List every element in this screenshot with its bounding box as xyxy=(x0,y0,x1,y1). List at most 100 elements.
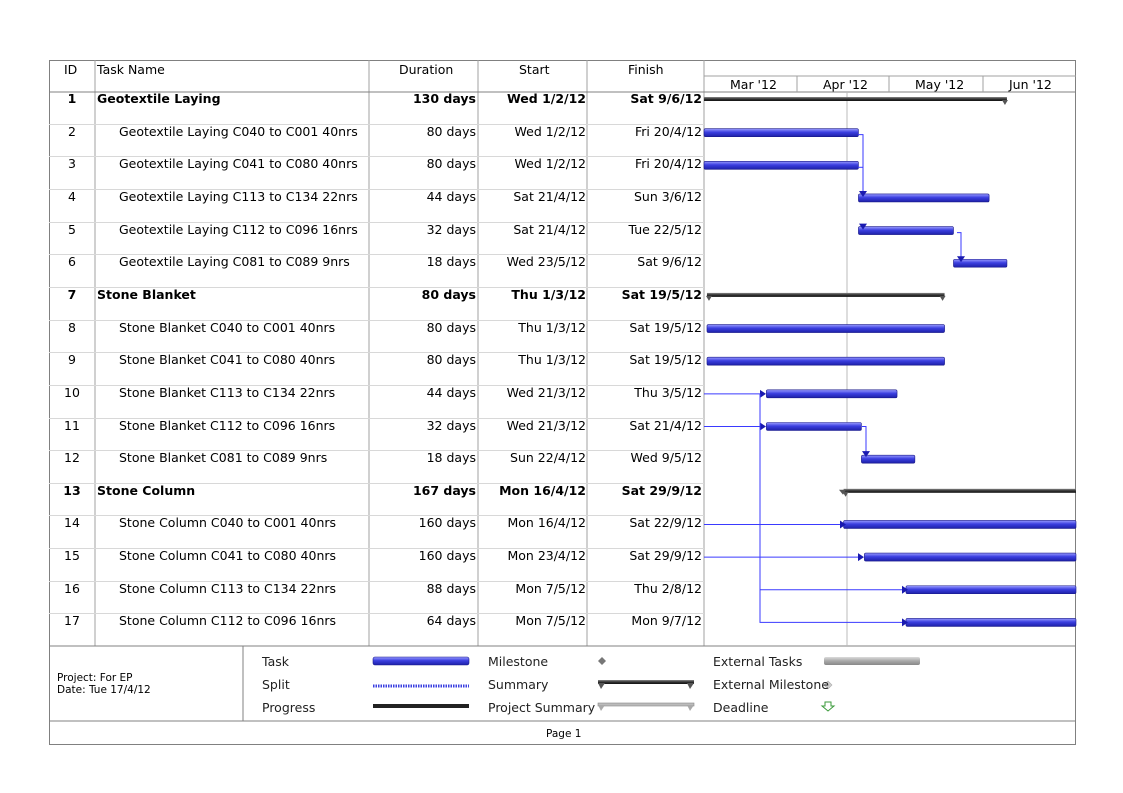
task-bar xyxy=(843,520,1077,529)
page-number: Page 1 xyxy=(546,728,582,740)
task-row[interactable]: 13 Stone Column 167 days Mon 16/4/12 Sat 29/… xyxy=(50,482,704,517)
task-id: 14 xyxy=(64,515,80,531)
task-id: 7 xyxy=(67,286,77,302)
task-name: Geotextile Laying C112 to C096 16nrs xyxy=(119,221,358,237)
legend-external-milestone-label: External Milestone xyxy=(713,677,829,692)
task-bar xyxy=(766,389,898,399)
summary-bar xyxy=(843,488,1076,493)
task-row[interactable]: 14 Stone Column C040 to C001 40nrs 160 day… xyxy=(50,516,704,549)
task-row[interactable]: 10 Stone Blanket C113 to C134 22nrs 44 day… xyxy=(50,384,704,419)
task-finish: Sat 29/9/12 xyxy=(629,548,702,564)
task-row[interactable]: 5 Geotextile Laying C112 to C096 16nrs 32 … xyxy=(50,221,704,256)
dependency-arrow xyxy=(760,422,766,431)
task-duration: 80 days xyxy=(421,286,476,302)
task-name: Geotextile Laying C040 to C001 40nrs xyxy=(119,123,358,139)
dependency-arrow xyxy=(902,618,908,627)
task-id: 9 xyxy=(68,352,76,368)
gantt-print-frame xyxy=(49,60,1076,745)
task-row[interactable]: 9 Stone Blanket C041 to C080 40nrs 80 days… xyxy=(50,353,704,386)
task-name: Stone Column C041 to C080 40nrs xyxy=(119,548,337,564)
task-finish: Sat 22/9/12 xyxy=(629,515,702,531)
legend-date: Date: Tue 17/4/12 xyxy=(57,684,151,696)
dependency-arrow xyxy=(859,190,867,197)
task-start: Wed 1/2/12 xyxy=(514,123,586,139)
task-row[interactable]: 8 Stone Blanket C040 to C001 40nrs 80 days… xyxy=(50,319,704,354)
task-name: Stone Blanket C112 to C096 16nrs xyxy=(119,417,336,433)
task-finish: Thu 2/8/12 xyxy=(634,580,702,596)
task-duration: 18 days xyxy=(426,254,476,270)
legend-split-label: Split xyxy=(262,677,290,692)
task-name: Geotextile Laying C113 to C134 22nrs xyxy=(119,188,358,204)
task-row[interactable]: 16 Stone Column C113 to C134 22nrs 88 days… xyxy=(50,580,704,615)
task-finish: Sat 21/4/12 xyxy=(629,417,702,433)
dependency-link xyxy=(957,232,962,260)
legend-deadline-label: Deadline xyxy=(713,700,769,715)
legend-summary-label: Summary xyxy=(488,677,549,692)
task-row[interactable]: 7 Stone Blanket 80 days Thu 1/3/12 Sat 19/5/… xyxy=(50,286,704,321)
task-bar xyxy=(706,324,945,333)
legend-task-label: Task xyxy=(262,654,289,669)
task-id: 13 xyxy=(63,482,81,498)
task-start: Wed 1/2/12 xyxy=(514,156,586,172)
task-row[interactable]: 15 Stone Column C041 to C080 40nrs 160 day… xyxy=(50,549,704,582)
dependency-link xyxy=(759,393,904,623)
task-id: 5 xyxy=(68,221,76,237)
task-duration: 44 days xyxy=(426,384,476,400)
task-start: Wed 23/5/12 xyxy=(506,254,586,270)
dependency-link xyxy=(862,426,867,454)
task-row[interactable]: 1 Geotextile Laying 130 days Wed 1/2/12 Sat … xyxy=(50,92,704,125)
dependency-arrow xyxy=(902,585,908,594)
task-bar xyxy=(703,128,859,137)
task-bar xyxy=(953,258,1008,268)
task-finish: Sun 3/6/12 xyxy=(634,188,702,204)
task-duration: 32 days xyxy=(426,221,476,237)
task-duration: 167 days xyxy=(412,482,476,498)
task-name: Geotextile Laying C081 to C089 9nrs xyxy=(119,254,350,270)
dependency-arrow xyxy=(957,256,965,263)
task-start: Mon 23/4/12 xyxy=(507,548,586,564)
dependency-arrow xyxy=(859,223,867,230)
header-task-name: Task Name xyxy=(97,62,165,77)
task-row[interactable]: 2 Geotextile Laying C040 to C001 40nrs 80 … xyxy=(50,123,704,158)
task-duration: 80 days xyxy=(426,123,476,139)
task-bar xyxy=(861,454,916,464)
header-finish: Finish xyxy=(628,62,664,77)
task-bar xyxy=(864,552,1077,562)
task-bar xyxy=(905,585,1077,595)
summary-start-cap xyxy=(842,491,849,497)
task-start: Wed 1/2/12 xyxy=(506,91,586,106)
dependency-link xyxy=(858,134,864,194)
dependency-arrow xyxy=(862,451,870,458)
summary-bar xyxy=(704,97,1007,101)
task-bar xyxy=(905,618,1077,627)
legend-summary-cap xyxy=(687,683,694,689)
task-start: Mon 16/4/12 xyxy=(507,515,586,531)
task-row[interactable]: 4 Geotextile Laying C113 to C134 22nrs 44 … xyxy=(50,188,704,223)
task-bar xyxy=(703,161,859,170)
task-row[interactable]: 3 Geotextile Laying C041 to C080 40nrs 80 … xyxy=(50,157,704,190)
task-name: Stone Blanket C041 to C080 40nrs xyxy=(119,352,336,368)
task-row[interactable]: 11 Stone Blanket C112 to C096 16nrs 32 day… xyxy=(50,417,704,452)
summary-end-cap xyxy=(1001,100,1008,105)
task-finish: Sat 9/6/12 xyxy=(637,254,702,270)
legend-project: Project: For EP xyxy=(57,672,133,684)
task-row[interactable]: 6 Geotextile Laying C081 to C089 9nrs 18 d… xyxy=(50,255,704,288)
task-start: Thu 1/3/12 xyxy=(518,319,586,335)
task-name: Stone Blanket C113 to C134 22nrs xyxy=(119,384,336,400)
header-duration: Duration xyxy=(399,62,454,77)
legend-project-summary-cap xyxy=(687,705,694,711)
task-duration: 160 days xyxy=(418,548,476,564)
task-name: Stone Blanket C081 to C089 9nrs xyxy=(119,450,328,466)
legend-project-summary-symbol xyxy=(597,702,695,707)
task-row[interactable]: 12 Stone Blanket C081 to C089 9nrs 18 days… xyxy=(50,451,704,484)
task-start: Mon 16/4/12 xyxy=(499,482,586,498)
summary-end-cap xyxy=(939,295,946,301)
legend-summary-cap xyxy=(598,683,605,689)
task-row[interactable]: 17 Stone Column C112 to C096 16nrs 64 days… xyxy=(50,614,704,647)
task-duration: 18 days xyxy=(426,450,476,466)
task-name: Stone Column C040 to C001 40nrs xyxy=(119,515,337,531)
task-name: Stone Blanket xyxy=(97,286,196,302)
timescale-jun: Jun '12 xyxy=(1009,77,1052,92)
legend-project-summary-label: Project Summary xyxy=(488,700,596,715)
task-id: 8 xyxy=(68,319,76,335)
